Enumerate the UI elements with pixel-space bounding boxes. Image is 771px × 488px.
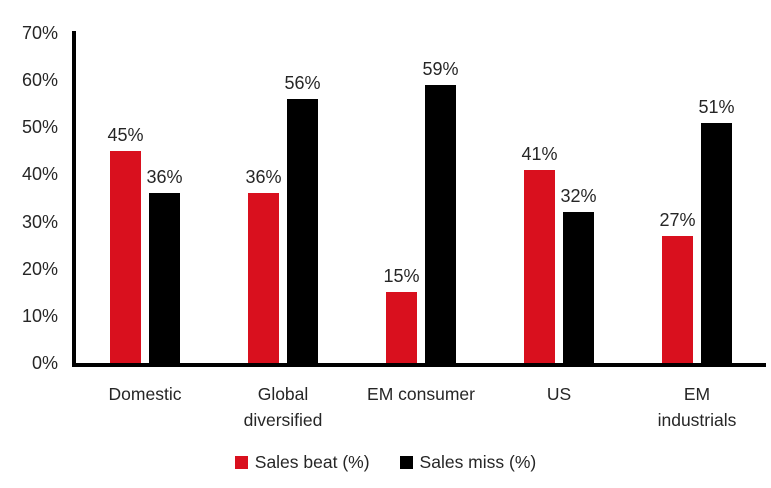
y-tick-label: 50% xyxy=(21,117,58,137)
x-axis-labels: Domestic Global diversified EM consumer US E… xyxy=(76,381,766,433)
bar-value-label: 41% xyxy=(521,144,558,164)
y-tick-label: 40% xyxy=(21,164,58,184)
x-category-label: Domestic xyxy=(108,384,182,404)
bar-group: 15% 59% xyxy=(383,59,459,363)
bar: 36% xyxy=(146,167,183,363)
bar: 59% xyxy=(422,59,459,363)
y-tick-label: 30% xyxy=(21,212,58,232)
bar-value-label: 27% xyxy=(659,210,696,230)
bar-value-label: 36% xyxy=(245,167,282,187)
y-axis-labels: 0% 10% 20% 30% 40% 50% 60% 70% xyxy=(0,0,58,488)
legend: Sales beat (%) Sales miss (%) xyxy=(0,452,771,473)
plot-bars: 45% 36% 36% 56% 15% 59% 41% 32% 27% 51% xyxy=(76,33,766,363)
x-category-label: EM consumer xyxy=(367,384,475,404)
bar-value-label: 56% xyxy=(284,73,321,93)
bar-value-label: 45% xyxy=(107,125,144,145)
x-category-label: Global diversified xyxy=(243,384,323,430)
bar-group: 45% 36% xyxy=(107,125,183,363)
y-tick-label: 70% xyxy=(21,23,58,43)
bar-value-label: 15% xyxy=(383,266,420,286)
legend-label: Sales beat (%) xyxy=(254,452,370,472)
bar: 41% xyxy=(521,144,558,363)
bar: 32% xyxy=(560,186,597,363)
y-tick-label: 20% xyxy=(21,259,58,279)
bar: 15% xyxy=(383,266,420,363)
bar-value-label: 32% xyxy=(560,186,597,206)
y-axis-line xyxy=(72,31,76,367)
bar-value-label: 36% xyxy=(146,167,183,187)
legend-label: Sales miss (%) xyxy=(419,452,537,472)
legend-swatch-icon xyxy=(399,456,413,469)
bar-value-label: 59% xyxy=(422,59,459,79)
bar: 45% xyxy=(107,125,144,363)
y-tick-label: 0% xyxy=(31,353,58,373)
legend-item-sales-miss: Sales miss (%) xyxy=(399,452,537,473)
bar: 56% xyxy=(284,73,321,363)
bar-group: 41% 32% xyxy=(521,144,597,363)
bar: 51% xyxy=(698,97,735,363)
legend-swatch-icon xyxy=(234,456,248,469)
bar-value-label: 51% xyxy=(698,97,735,117)
bar: 36% xyxy=(245,167,282,363)
bar-group: 36% 56% xyxy=(245,73,321,363)
legend-item-sales-beat: Sales beat (%) xyxy=(234,452,370,473)
bar: 27% xyxy=(659,210,696,363)
y-tick-label: 10% xyxy=(21,306,58,326)
x-category-label: US xyxy=(546,384,572,404)
x-axis-line xyxy=(72,363,766,367)
x-category-label: EM industrials xyxy=(657,384,737,430)
bar-group: 27% 51% xyxy=(659,97,735,363)
y-tick-label: 60% xyxy=(21,70,58,90)
